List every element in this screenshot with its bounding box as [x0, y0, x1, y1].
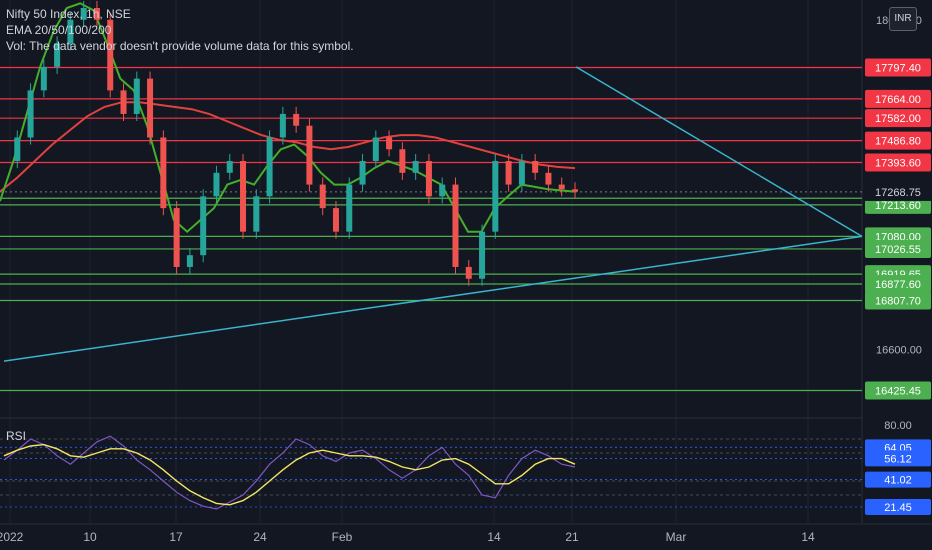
candle-body [67, 19, 74, 44]
last-price-tag [865, 182, 931, 201]
time-axis-label: Feb [332, 530, 353, 544]
candle-body [80, 8, 87, 20]
resistance-level-tag [865, 153, 931, 172]
candle-body [120, 90, 127, 114]
support-level-tag-label: 17213.60 [875, 200, 921, 212]
candle-body [107, 19, 114, 91]
candle-body [439, 184, 446, 197]
candle-body [425, 161, 432, 197]
ema-slow-line [0, 101, 576, 193]
candle-body [558, 184, 565, 190]
time-axis-label: 10 [83, 530, 97, 544]
candle-body [452, 184, 459, 267]
rsi-level-label: 21.45 [884, 502, 912, 514]
trendline-descending [575, 66, 863, 238]
resistance-level-tag [865, 131, 931, 150]
rsi-level-label: 56.12 [884, 453, 912, 465]
support-level-tag [865, 275, 931, 294]
candle-body [14, 137, 21, 162]
support-level-tag-label: 16877.60 [875, 279, 921, 291]
resistance-level-tag-label: 17797.40 [875, 62, 921, 74]
candle-body [173, 208, 180, 267]
candle-body [160, 137, 167, 209]
support-level-tag-label: 16425.45 [875, 385, 921, 397]
candle-body [240, 161, 247, 232]
candle-body [200, 196, 207, 256]
candle-body [253, 196, 260, 232]
candle-body [532, 161, 539, 173]
candle-body [133, 78, 140, 114]
candle-body [186, 255, 193, 267]
resistance-level-tag-label: 17582.00 [875, 113, 921, 125]
time-axis [0, 524, 932, 550]
time-axis-label: 21 [565, 530, 579, 544]
chart-legend: Nifty 50 Index, 1h, NSE EMA 20/50/100/20… [6, 6, 354, 54]
rsi-level-tag [865, 498, 931, 515]
candle-body [372, 137, 379, 162]
currency-button[interactable]: INR [889, 7, 917, 31]
price-axis-label: 16600.00 [876, 344, 922, 356]
candle-body [54, 43, 61, 67]
candle-body [27, 90, 34, 138]
candle-body [399, 149, 406, 173]
candle-body [479, 231, 486, 279]
time-axis-label: 17 [169, 530, 183, 544]
candle-body [412, 161, 419, 173]
candle-body [492, 161, 499, 232]
candle-body [319, 184, 326, 209]
symbol-title: Nifty 50 Index, 1h, NSE [6, 7, 131, 21]
candle-body [505, 161, 512, 185]
candle-body [266, 137, 273, 197]
rsi-ma-line [3, 443, 576, 506]
candle-body [226, 161, 233, 173]
support-level-tag-label: 16807.70 [875, 295, 921, 307]
candle-body [93, 8, 100, 20]
resistance-level-tag [865, 109, 931, 128]
rsi-level-tag [865, 450, 931, 467]
resistance-level-tag-label: 17486.80 [875, 136, 921, 148]
time-axis-label: 14 [487, 530, 501, 544]
rsi-axis-label: 80.00 [884, 420, 912, 432]
time-axis-label: Mar [666, 530, 687, 544]
support-level-tag [865, 291, 931, 310]
support-level-tag-label: 17026.55 [875, 244, 921, 256]
ema-indicator-label[interactable]: EMA 20/50/100/200 [6, 23, 112, 37]
candle-body [306, 125, 313, 185]
candle-body [359, 161, 366, 185]
last-price-label: 17268.75 [875, 187, 921, 199]
rsi-line [3, 435, 576, 510]
resistance-level-tag [865, 58, 931, 77]
support-level-tag [865, 239, 931, 258]
volume-indicator-label[interactable]: Vol: The data vendor doesn't provide vol… [6, 39, 354, 53]
candle-body [293, 113, 300, 126]
resistance-level-tag-label: 17393.60 [875, 158, 921, 170]
candle-body [465, 266, 472, 279]
candle-body [386, 137, 393, 150]
time-axis-label: 2022 [0, 530, 24, 544]
time-axis-label: 24 [253, 530, 267, 544]
resistance-level-tag-label: 17664.00 [875, 94, 921, 106]
candle-body [213, 172, 220, 197]
candle-body [346, 184, 353, 232]
time-axis-label: 14 [801, 530, 815, 544]
trendline-ascending [3, 235, 863, 362]
candle-body [279, 113, 286, 138]
resistance-level-tag [865, 89, 931, 108]
candle-body [332, 208, 339, 232]
candle-body [40, 66, 47, 91]
rsi-level-label: 41.02 [884, 475, 912, 487]
support-level-tag [865, 381, 931, 400]
candle-body [518, 161, 525, 185]
candle-body [572, 189, 578, 192]
rsi-indicator-label[interactable]: RSI [6, 429, 27, 443]
rsi-level-tag [865, 471, 931, 488]
candle-body [545, 172, 552, 185]
candle-body [147, 78, 154, 138]
